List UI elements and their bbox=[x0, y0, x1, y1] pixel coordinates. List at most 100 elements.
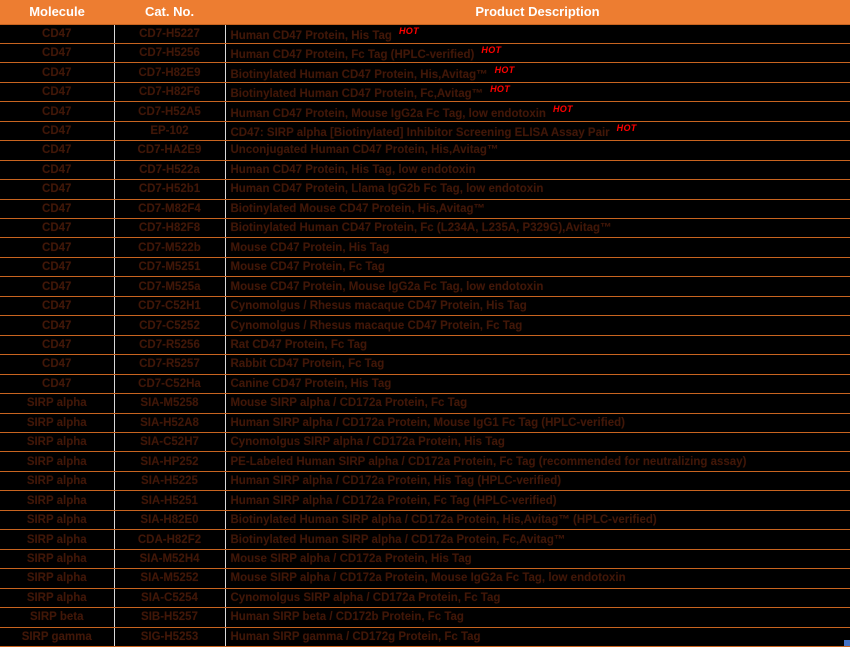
cat-no-cell: CD7-C5252 bbox=[113, 315, 225, 336]
table-row: CD47 CD7-R5256 Rat CD47 Protein, Fc Tag bbox=[0, 335, 850, 356]
description-text: Unconjugated Human CD47 Protein, His,Avi… bbox=[230, 144, 499, 157]
description-text: Cynomolgus SIRP alpha / CD172a Protein, … bbox=[230, 436, 505, 449]
molecule-cell: CD47 bbox=[0, 121, 114, 142]
cat-no-cell: CD7-M525a bbox=[113, 276, 225, 297]
cat-no-cell: CDA-H82F2 bbox=[113, 529, 225, 550]
molecule-cell: CD47 bbox=[0, 43, 114, 64]
description-cell: Human CD47 Protein, Mouse IgG2a Fc Tag, … bbox=[224, 101, 850, 122]
description-text: Biotinylated Human SIRP alpha / CD172a P… bbox=[230, 533, 566, 546]
cat-no-cell: CD7-R5256 bbox=[113, 335, 225, 356]
description-text: Human SIRP gamma / CD172g Protein, Fc Ta… bbox=[230, 630, 481, 643]
description-cell: Biotinylated Human SIRP alpha / CD172a P… bbox=[224, 529, 850, 550]
table-row: CD47 CD7-H52A5 Human CD47 Protein, Mouse… bbox=[0, 101, 850, 122]
description-text: Mouse SIRP alpha / CD172a Protein, Fc Ta… bbox=[230, 397, 468, 410]
description-text: PE-Labeled Human SIRP alpha / CD172a Pro… bbox=[230, 455, 747, 468]
description-cell: Unconjugated Human CD47 Protein, His,Avi… bbox=[224, 140, 850, 161]
cat-no-cell: CD7-H522a bbox=[113, 160, 225, 181]
cat-no-cell: CD7-C52Ha bbox=[113, 374, 225, 395]
description-text: Human CD47 Protein, His Tag bbox=[230, 29, 392, 42]
table-row: CD47 CD7-H82F6 Biotinylated Human CD47 P… bbox=[0, 82, 850, 103]
description-cell: Human CD47 Protein, Llama IgG2b Fc Tag, … bbox=[224, 179, 850, 200]
table-row: CD47 CD7-H522a Human CD47 Protein, His T… bbox=[0, 160, 850, 181]
description-cell: CD47: SIRP alpha [Biotinylated] Inhibito… bbox=[224, 121, 850, 142]
molecule-cell: SIRP alpha bbox=[0, 568, 114, 589]
table-row: SIRP alpha SIA-M5258 Mouse SIRP alpha / … bbox=[0, 393, 850, 414]
cat-no-cell: CD7-H82E9 bbox=[113, 62, 225, 83]
column-header-cat-no: Cat. No. bbox=[114, 0, 225, 25]
molecule-cell: CD47 bbox=[0, 140, 114, 161]
description-cell: Biotinylated Human CD47 Protein, His,Avi… bbox=[224, 62, 850, 83]
description-cell: Mouse CD47 Protein, His Tag bbox=[224, 237, 850, 258]
description-cell: Mouse SIRP alpha / CD172a Protein, His T… bbox=[224, 549, 850, 570]
cat-no-cell: SIG-H5253 bbox=[113, 627, 225, 647]
cat-no-cell: CD7-M5251 bbox=[113, 257, 225, 278]
description-cell: Human SIRP alpha / CD172a Protein, Mouse… bbox=[224, 413, 850, 434]
table-row: CD47 EP-102 CD47: SIRP alpha [Biotinylat… bbox=[0, 121, 850, 142]
molecule-cell: SIRP alpha bbox=[0, 510, 114, 531]
cat-no-cell: CD7-H82F6 bbox=[113, 82, 225, 103]
hot-badge: HOT bbox=[616, 123, 637, 134]
molecule-cell: SIRP alpha bbox=[0, 549, 114, 570]
table-row: SIRP alpha CDA-H82F2 Biotinylated Human … bbox=[0, 529, 850, 550]
molecule-cell: SIRP alpha bbox=[0, 471, 114, 492]
description-text: Rabbit CD47 Protein, Fc Tag bbox=[230, 358, 385, 371]
molecule-cell: SIRP alpha bbox=[0, 490, 114, 511]
description-cell: Biotinylated Mouse CD47 Protein, His,Avi… bbox=[224, 199, 850, 220]
cat-no-cell: SIA-H5225 bbox=[113, 471, 225, 492]
description-cell: Biotinylated Human CD47 Protein, Fc (L23… bbox=[224, 218, 850, 239]
description-text: Mouse CD47 Protein, Fc Tag bbox=[230, 261, 385, 274]
molecule-cell: CD47 bbox=[0, 160, 114, 181]
molecule-cell: CD47 bbox=[0, 82, 114, 103]
cat-no-cell: CD7-H52A5 bbox=[113, 101, 225, 122]
molecule-cell: SIRP alpha bbox=[0, 529, 114, 550]
description-text: Rat CD47 Protein, Fc Tag bbox=[230, 338, 368, 351]
description-cell: Mouse CD47 Protein, Fc Tag bbox=[224, 257, 850, 278]
description-cell: Cynomolgus / Rhesus macaque CD47 Protein… bbox=[224, 296, 850, 317]
cat-no-cell: SIA-C5254 bbox=[113, 588, 225, 609]
cat-no-cell: SIB-H5257 bbox=[113, 607, 225, 628]
cat-no-cell: SIA-H82E0 bbox=[113, 510, 225, 531]
molecule-cell: CD47 bbox=[0, 24, 114, 44]
molecule-cell: CD47 bbox=[0, 218, 114, 239]
molecule-cell: CD47 bbox=[0, 237, 114, 258]
description-text: Human CD47 Protein, Mouse IgG2a Fc Tag, … bbox=[230, 107, 546, 120]
table-row: SIRP alpha SIA-H52A8 Human SIRP alpha / … bbox=[0, 413, 850, 434]
description-text: Human SIRP alpha / CD172a Protein, Mouse… bbox=[230, 416, 626, 429]
description-text: Biotinylated Mouse CD47 Protein, His,Avi… bbox=[230, 202, 486, 215]
cat-no-cell: CD7-M82F4 bbox=[113, 199, 225, 220]
cat-no-cell: CD7-H82F8 bbox=[113, 218, 225, 239]
description-cell: Mouse SIRP alpha / CD172a Protein, Fc Ta… bbox=[224, 393, 850, 414]
molecule-cell: SIRP alpha bbox=[0, 588, 114, 609]
cat-no-cell: SIA-C52H7 bbox=[113, 432, 225, 453]
cat-no-cell: SIA-H52A8 bbox=[113, 413, 225, 434]
table-header: Molecule Cat. No. Product Description bbox=[0, 0, 850, 25]
description-text: Biotinylated Human CD47 Protein, Fc,Avit… bbox=[230, 88, 484, 100]
description-text: Human SIRP alpha / CD172a Protein, His T… bbox=[230, 475, 562, 488]
cat-no-cell: SIA-M5252 bbox=[113, 568, 225, 589]
table-row: CD47 CD7-H5227 Human CD47 Protein, His T… bbox=[0, 24, 850, 44]
description-text: Canine CD47 Protein, His Tag bbox=[230, 377, 392, 390]
description-text: Mouse CD47 Protein, Mouse IgG2a Fc Tag, … bbox=[230, 280, 544, 293]
cat-no-cell: CD7-H52b1 bbox=[113, 179, 225, 200]
cat-no-cell: CD7-C52H1 bbox=[113, 296, 225, 317]
hot-badge: HOT bbox=[398, 25, 419, 36]
description-text: Biotinylated Human CD47 Protein, His,Avi… bbox=[230, 68, 488, 81]
resize-handle[interactable] bbox=[844, 640, 850, 646]
description-text: Cynomolgus / Rhesus macaque CD47 Protein… bbox=[230, 319, 523, 332]
table-row: SIRP alpha SIA-H5251 Human SIRP alpha / … bbox=[0, 490, 850, 511]
description-cell: Human CD47 Protein, His Tag HOT bbox=[224, 24, 850, 44]
cat-no-cell: CD7-M522b bbox=[113, 237, 225, 258]
description-cell: Biotinylated Human SIRP alpha / CD172a P… bbox=[224, 510, 850, 531]
description-cell: Human CD47 Protein, Fc Tag (HPLC-verifie… bbox=[224, 43, 850, 64]
cat-no-cell: SIA-M52H4 bbox=[113, 549, 225, 570]
molecule-cell: CD47 bbox=[0, 62, 114, 83]
cat-no-cell: CD7-R5257 bbox=[113, 354, 225, 375]
molecule-cell: SIRP alpha bbox=[0, 393, 114, 414]
table-row: CD47 CD7-H82F8 Biotinylated Human CD47 P… bbox=[0, 218, 850, 239]
molecule-cell: SIRP beta bbox=[0, 607, 114, 628]
description-cell: Mouse SIRP alpha / CD172a Protein, Mouse… bbox=[224, 568, 850, 589]
molecule-cell: CD47 bbox=[0, 315, 114, 336]
molecule-cell: CD47 bbox=[0, 257, 114, 278]
hot-badge: HOT bbox=[481, 45, 502, 56]
